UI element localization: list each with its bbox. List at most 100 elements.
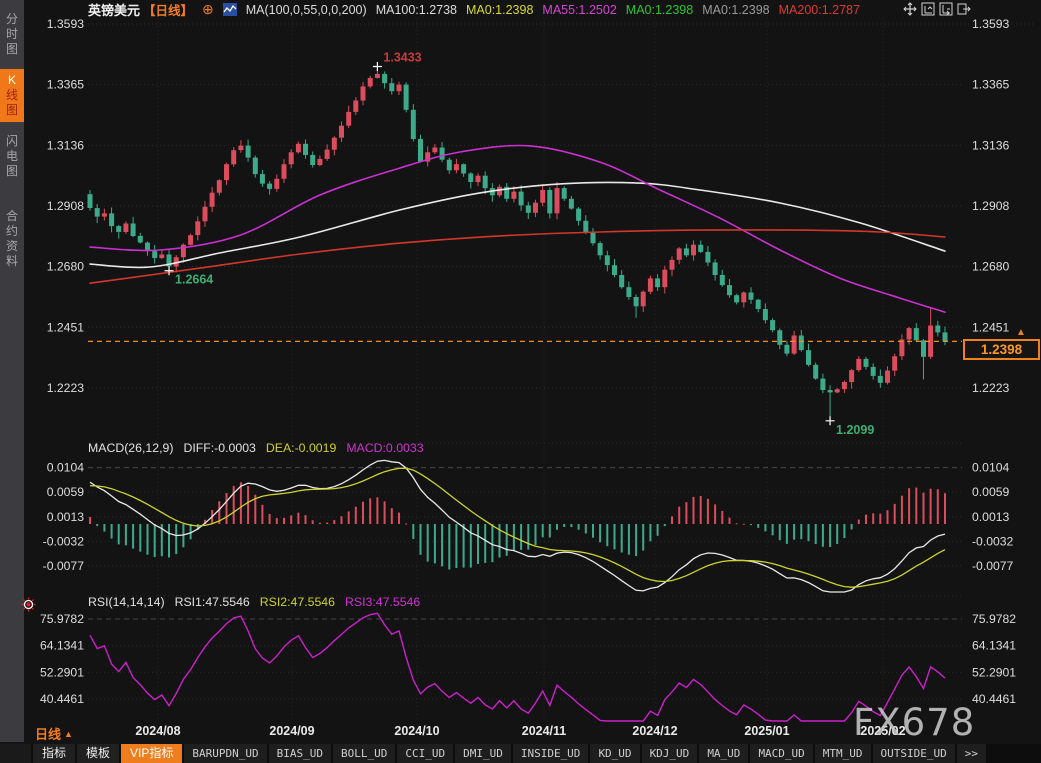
svg-text:1.2680: 1.2680 (972, 259, 1009, 273)
ma-value: MA0:1.2398 (625, 2, 694, 17)
macd-dea-value: DEA:-0.0019 (265, 441, 337, 455)
rsi-layer (89, 612, 946, 722)
svg-text:52.2901: 52.2901 (972, 665, 1016, 679)
chart-tool-icons (903, 2, 971, 16)
svg-text:1.3136: 1.3136 (972, 138, 1009, 152)
date-label: 2024/08 (135, 724, 181, 738)
indicator-button-kdj_ud[interactable]: KDJ_UD (641, 744, 698, 763)
date-label: 2024/11 (521, 724, 567, 738)
macd-layer (89, 459, 946, 593)
svg-text:64.1341: 64.1341 (972, 639, 1016, 653)
candlestick-layer (87, 66, 948, 421)
sidebar-item-label: K线图 (5, 73, 18, 117)
export-chart-icon[interactable] (957, 2, 971, 16)
svg-text:40.4461: 40.4461 (972, 692, 1016, 706)
indicator-button-cci_ud[interactable]: CCI_UD (397, 744, 454, 763)
ma-indicator-icon (222, 3, 237, 16)
svg-text:-0.0032: -0.0032 (972, 534, 1014, 548)
indicator-button-bias_ud[interactable]: BIAS_UD (268, 744, 331, 763)
date-label: 2025/01 (744, 724, 790, 738)
axis-labels: 1.3593 1.3593 1.3365 1.3365 1.3136 1.3136 1.29… (40, 17, 1016, 706)
svg-text:-0.0077: -0.0077 (972, 559, 1014, 573)
ma-value: MA100:1.2738 (375, 2, 457, 17)
sidebar-item-lightning-chart[interactable]: 闪电图 (0, 130, 24, 183)
macd-diff-value: DIFF:-0.0003 (183, 441, 256, 455)
svg-text:1.3593: 1.3593 (972, 17, 1009, 31)
ma-value: MA0:1.2398 (702, 2, 770, 17)
indicator-button-ma_ud[interactable]: MA_UD (699, 744, 749, 763)
svg-text:0.0013: 0.0013 (972, 510, 1009, 524)
axis-zoom-right-icon[interactable] (939, 2, 953, 16)
indicator-button-macd_ud[interactable]: MACD_UD (750, 744, 813, 763)
ma-value: MA0:1.2398 (466, 2, 534, 17)
svg-text:0.0013: 0.0013 (47, 510, 84, 524)
symbol-title: 英镑美元 (88, 3, 141, 18)
date-label: 2025/02 (860, 724, 906, 738)
tab-indicators[interactable]: 指标 (33, 744, 76, 763)
svg-text:1.2451: 1.2451 (972, 320, 1009, 334)
axis-zoom-up-icon[interactable] (921, 2, 935, 16)
sidebar-item-label: 分时图 (5, 12, 18, 56)
more-indicators-button[interactable]: >> (956, 744, 987, 763)
date-label: 2024/10 (394, 724, 440, 738)
ma-value: MA55:1.2502 (542, 2, 617, 17)
sidebar-item-contract-info[interactable]: 合约资料 (0, 205, 24, 273)
tab-templates[interactable]: 模板 (77, 744, 120, 763)
svg-text:0.0104: 0.0104 (972, 461, 1009, 475)
toolbar-corner-cell (0, 744, 31, 763)
macd-panel-header: MACD(26,12,9) DIFF:-0.0003 DEA:-0.0019 M… (88, 441, 424, 455)
indicator-button-inside_ud[interactable]: INSIDE_UD (512, 744, 589, 763)
svg-text:-0.0032: -0.0032 (43, 534, 85, 548)
sidebar-item-time-chart[interactable]: 分时图 (0, 8, 24, 61)
svg-text:1.3365: 1.3365 (972, 78, 1009, 92)
fx678-watermark: FX678 (853, 701, 976, 744)
tab-vip-indicators[interactable]: VIP指标 (121, 744, 183, 763)
svg-text:1.2451: 1.2451 (47, 320, 84, 334)
indicator-button-barupdn_ud[interactable]: BARUPDN_UD (184, 744, 267, 763)
svg-text:0.0104: 0.0104 (47, 461, 84, 475)
add-indicator-icon[interactable]: ⊕ (202, 1, 214, 17)
date-label: 2024/12 (632, 724, 678, 738)
svg-text:40.4461: 40.4461 (40, 692, 84, 706)
macd-title: MACD(26,12,9) (88, 441, 174, 455)
svg-text:1.3433: 1.3433 (383, 50, 421, 64)
svg-text:1.3593: 1.3593 (47, 17, 84, 31)
rsi2-value: RSI2:47.5546 (259, 595, 335, 609)
indicator-button-outside_ud[interactable]: OUTSIDE_UD (872, 744, 955, 763)
svg-text:52.2901: 52.2901 (40, 665, 84, 679)
svg-text:-0.0077: -0.0077 (43, 559, 85, 573)
svg-text:1.2099: 1.2099 (836, 423, 874, 437)
bottom-toolbar: 指标 模板 VIP指标 BARUPDN_UD BIAS_UD BOLL_UD CCI_… (0, 744, 1041, 763)
svg-text:1.3136: 1.3136 (47, 138, 84, 152)
date-label: 2024/09 (269, 724, 315, 738)
indicator-button-kd_ud[interactable]: KD_UD (590, 744, 640, 763)
sidebar-item-label: 闪电图 (5, 134, 18, 178)
pan-crosshair-icon[interactable] (903, 2, 917, 16)
svg-text:0.0059: 0.0059 (972, 485, 1009, 499)
svg-text:1.2223: 1.2223 (47, 381, 84, 395)
period-up-arrow-icon: ▲ (64, 729, 73, 739)
indicator-button-dmi_ud[interactable]: DMI_UD (455, 744, 511, 763)
svg-text:1.3365: 1.3365 (47, 78, 84, 92)
top-bar: 英镑美元 【日线】 ⊕ MA(100,0,55,0,0,200) MA100:1… (88, 1, 860, 18)
indicator-button-mtm_ud[interactable]: MTM_UD (814, 744, 871, 763)
svg-text:1.2223: 1.2223 (972, 381, 1009, 395)
price-annotations: 1.3433 1.2664 1.2099 (164, 50, 874, 437)
rsi-title: RSI(14,14,14) (88, 595, 165, 609)
svg-text:1.2664: 1.2664 (175, 273, 213, 287)
indicator-buttons: BARUPDN_UD BIAS_UD BOLL_UD CCI_UD DMI_UD INSI… (184, 744, 955, 763)
gridlines (88, 18, 1035, 720)
rsi3-value: RSI3:47.5546 (345, 595, 421, 609)
indicator-button-boll_ud[interactable]: BOLL_UD (332, 744, 396, 763)
svg-text:1.2680: 1.2680 (47, 259, 84, 273)
ma-function-label: MA(100,0,55,0,0,200) (245, 2, 367, 17)
period-selector[interactable]: 日线 ▲ (35, 724, 73, 743)
panel-settings-icon[interactable] (21, 597, 36, 612)
sidebar-item-kline-chart[interactable]: K线图 (0, 69, 24, 122)
date-axis-row: 日线 ▲ 2024/08 2024/09 2024/10 2024/11 2024/12 2… (0, 722, 1041, 743)
svg-text:64.1341: 64.1341 (40, 639, 84, 653)
current-price-tag: 1.2398 (963, 339, 1040, 360)
chart-plot-area[interactable] (88, 18, 962, 722)
